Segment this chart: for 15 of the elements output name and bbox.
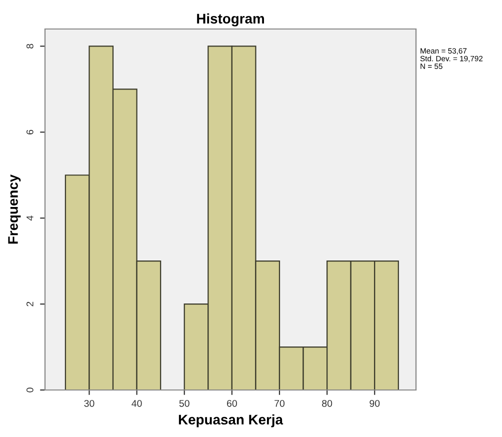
y-tick-label: 4 xyxy=(26,216,34,221)
x-tick-label: 40 xyxy=(132,400,142,407)
x-tick-label: 50 xyxy=(179,400,190,407)
y-axis-title: Frequency xyxy=(8,174,21,244)
x-tick-label: 30 xyxy=(84,400,94,407)
y-tick-label: 8 xyxy=(26,44,34,48)
chart-title: Histogram xyxy=(197,13,264,26)
x-tick-label: 70 xyxy=(274,400,285,407)
x-tick-label: 80 xyxy=(322,400,332,407)
x-tick-label: 90 xyxy=(370,400,380,407)
y-tick-label: 6 xyxy=(26,130,34,134)
x-axis-title: Kepuasan Kerja xyxy=(178,414,284,428)
x-tick-label: 60 xyxy=(227,400,237,407)
y-tick-label: 0 xyxy=(26,388,34,392)
y-tick-label: 2 xyxy=(26,302,34,306)
